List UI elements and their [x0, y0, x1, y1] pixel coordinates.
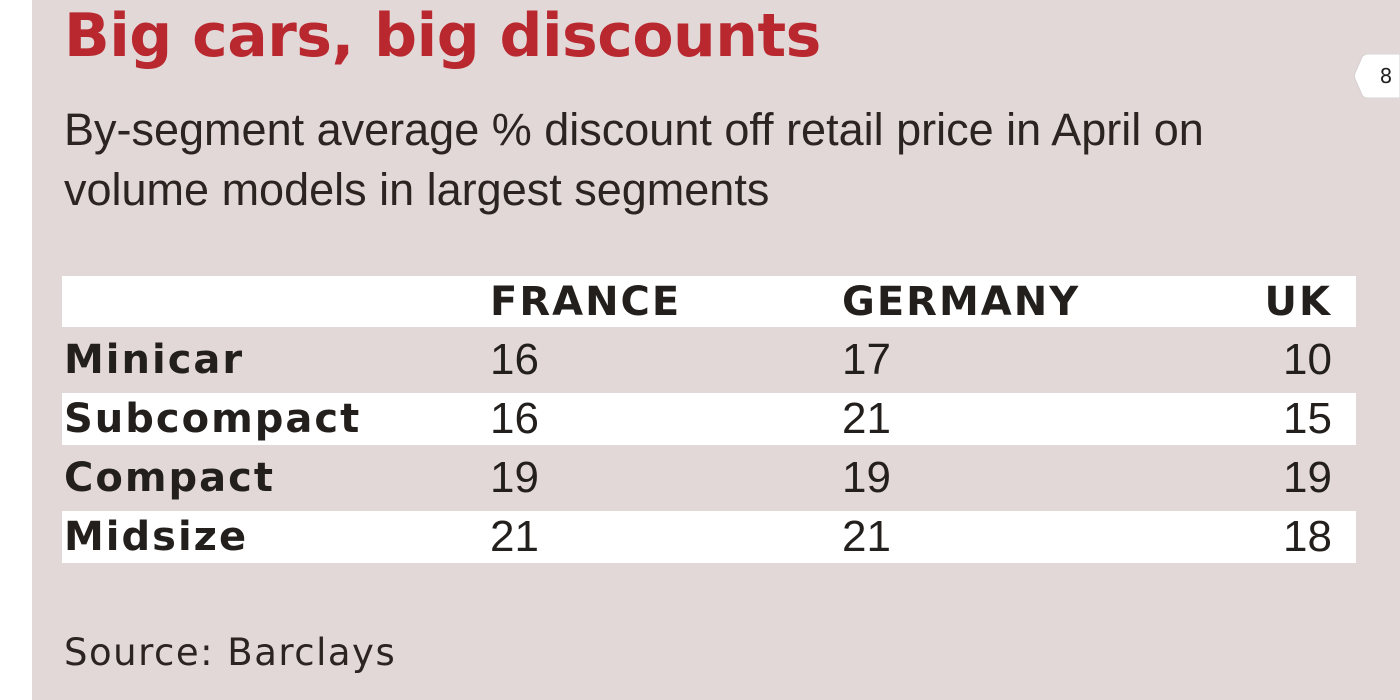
- cell-minicar-germany: 17: [842, 335, 891, 384]
- cell-midsize-germany: 21: [842, 512, 891, 561]
- cell-subcompact-france: 16: [490, 394, 539, 443]
- row-label-compact: Compact: [64, 455, 275, 501]
- table-header-row: FRANCE GERMANY UK: [62, 276, 1356, 327]
- table-row-compact: Compact 19 19 19: [62, 445, 1356, 511]
- cell-midsize-uk: 18: [1283, 512, 1332, 561]
- row-label-midsize: Midsize: [64, 514, 249, 560]
- table-row-minicar: Minicar 16 17 10: [62, 327, 1356, 393]
- cell-compact-france: 19: [490, 453, 539, 502]
- table-row-subcompact: Subcompact 16 21 15: [62, 393, 1356, 445]
- chart-subtitle: By-segment average % discount off retail…: [64, 104, 1204, 215]
- column-header-germany: GERMANY: [842, 278, 1081, 325]
- page-tab-shape-icon: [1354, 54, 1400, 98]
- cell-minicar-uk: 10: [1283, 335, 1332, 384]
- page-number-tab[interactable]: 8: [1354, 54, 1400, 98]
- cell-subcompact-germany: 21: [842, 394, 891, 443]
- cell-midsize-france: 21: [490, 512, 539, 561]
- row-label-subcompact: Subcompact: [64, 396, 362, 442]
- page-number: 8: [1379, 64, 1393, 88]
- row-label-minicar: Minicar: [64, 337, 245, 383]
- chart-title: Big cars, big discounts: [64, 1, 821, 71]
- column-header-france: FRANCE: [490, 278, 682, 325]
- chart-card: [32, 0, 1400, 700]
- column-header-uk: UK: [1264, 278, 1332, 325]
- cell-compact-germany: 19: [842, 453, 891, 502]
- discount-table: FRANCE GERMANY UK Minicar 16 17 10 Subco…: [62, 276, 1356, 563]
- cell-subcompact-uk: 15: [1283, 394, 1332, 443]
- cell-minicar-france: 16: [490, 335, 539, 384]
- source-note: Source: Barclays: [64, 631, 397, 674]
- table-row-midsize: Midsize 21 21 18: [62, 511, 1356, 563]
- cell-compact-uk: 19: [1283, 453, 1332, 502]
